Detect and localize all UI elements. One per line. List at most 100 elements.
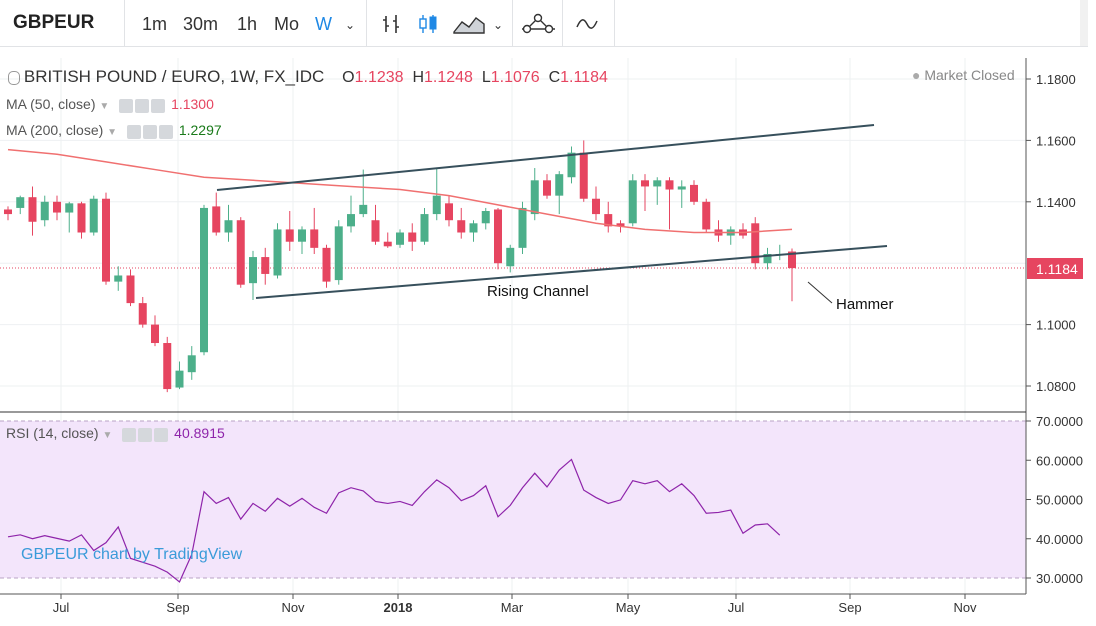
candle-body [322,247,331,282]
collapse-icon[interactable] [8,71,20,86]
candle-body [604,214,613,227]
rsi-label: RSI (14, close) [6,425,99,441]
toolbar-divider [562,0,563,46]
candle-body [273,229,282,276]
candlestick-series [4,140,796,393]
candle-body [383,241,392,247]
chevron-down-icon[interactable]: ▼ [102,430,113,441]
timeframe-1h-button[interactable]: 1h [237,14,258,34]
candle-body [616,223,625,227]
candle-body [555,174,564,196]
ma50-line [7,148,793,234]
candle-body [53,201,61,213]
candle-body [494,209,502,264]
visibility-icon [126,125,141,140]
chevron-down-icon[interactable]: ⌄ [493,18,504,32]
indicator-buttons[interactable] [119,97,167,114]
rsi-band [0,421,1026,578]
candle-body [65,203,74,213]
candle-body [530,180,539,215]
open-label: O [342,69,355,86]
candle-body [506,247,515,267]
candle-body [690,184,698,202]
indicator-buttons[interactable] [122,426,170,443]
candle-body [285,229,294,242]
visibility-icon [122,428,137,443]
candle-body [751,223,760,264]
candle-body [138,303,147,325]
candle-body [579,152,588,199]
rsi-tick-label: 60.0000 [1036,453,1083,468]
candle-body [310,229,319,248]
candles-icon[interactable] [416,12,440,36]
channel-lower-line [255,245,888,299]
candle-body [420,214,429,242]
chevron-down-icon[interactable]: ⌄ [345,18,356,32]
timeframe-week-button[interactable]: W [315,14,332,34]
candle-body [200,207,208,353]
candle-body [788,251,796,269]
market-status-text: Market Closed [924,67,1015,83]
timeframe-30m-button[interactable]: 30m [183,14,219,34]
ma50-value: 1.1300 [171,96,214,112]
symbol-search-button[interactable]: GBPEUR [13,12,95,33]
candle-body [665,180,674,190]
rsi-axis: 70.0000 60.0000 50.0000 40.0000 30.0000 [1026,414,1083,586]
ma50-label: MA (50, close) [6,96,96,112]
hammer-pointer [807,281,833,304]
scrollbar[interactable] [1080,0,1088,46]
time-tick-label: Sep [838,600,861,615]
candle-body [77,203,86,233]
close-icon [154,428,169,443]
candle-body [4,209,12,215]
indicators-icon[interactable] [521,12,555,36]
candle-body [224,220,233,233]
top-toolbar: GBPEUR 1m 30m 1h Mo W ⌄ ⌄ [0,0,1088,47]
chevron-down-icon[interactable]: ▼ [107,127,118,138]
hammer-label: Hammer [836,296,894,313]
compare-icon[interactable] [575,12,599,36]
timeframe-1m-button[interactable]: 1m [142,14,168,34]
toolbar-divider [512,0,513,46]
candle-body [653,180,662,187]
time-tick-label: Jul [53,600,70,615]
candle-body [702,201,711,230]
candle-body [114,275,123,282]
candle-body [40,201,49,221]
ma50-legend[interactable]: MA (50, close) ▼ 1.1300 [6,96,214,114]
low-value: 1.1076 [490,69,540,86]
candle-body [371,220,380,242]
rsi-tick-label: 70.0000 [1036,414,1083,429]
ma200-legend[interactable]: MA (200, close) ▼ 1.2297 [6,122,222,140]
close-value: 1.1184 [560,69,608,86]
candle-body [163,343,172,390]
time-axis: Jul Sep Nov 2018 Mar May Jul Sep Nov [53,594,977,615]
rsi-legend[interactable]: RSI (14, close) ▼ 40.8915 [6,425,225,443]
price-tick-label: 1.1400 [1036,195,1076,210]
price-axis: 1.1800 1.1600 1.1400 1.1000 1.0800 [1026,72,1076,394]
candle-body [677,186,686,190]
candle-body [469,223,478,233]
candle-body [212,206,221,233]
settings-icon [142,125,157,140]
candle-body [592,198,600,215]
candle-body [396,232,404,245]
indicator-buttons[interactable] [126,123,175,140]
chart-title: BRITISH POUND / EURO, 1W, FX_IDC [23,67,325,86]
area-icon[interactable] [452,12,486,36]
watermark[interactable]: GBPEUR chart by TradingView [21,546,243,563]
candle-body [102,198,110,282]
time-tick-label: Jul [728,600,745,615]
candle-body [641,180,649,187]
candle-body [408,232,417,242]
bars-icon[interactable] [380,12,404,36]
timeframe-month-button[interactable]: Mo [274,14,300,34]
last-price-badge [1027,258,1083,279]
time-tick-label: Nov [281,600,305,615]
chevron-down-icon[interactable]: ▼ [99,101,110,112]
candle-body [249,257,257,284]
ma200-label: MA (200, close) [6,122,104,138]
price-tick-label: 1.1800 [1036,72,1076,87]
rsi-value: 40.8915 [174,425,225,441]
